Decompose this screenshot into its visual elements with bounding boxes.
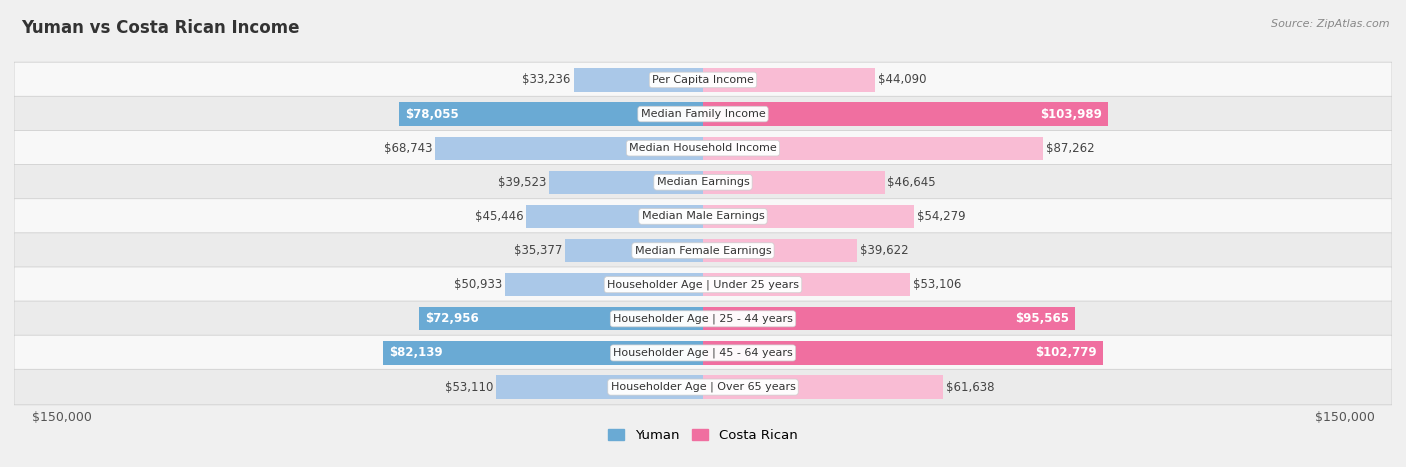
Text: Householder Age | Under 25 years: Householder Age | Under 25 years xyxy=(607,279,799,290)
Text: Median Male Earnings: Median Male Earnings xyxy=(641,212,765,221)
Text: $54,279: $54,279 xyxy=(917,210,966,223)
Text: $150,000: $150,000 xyxy=(1315,411,1375,424)
FancyBboxPatch shape xyxy=(14,369,1392,405)
Text: Source: ZipAtlas.com: Source: ZipAtlas.com xyxy=(1271,19,1389,28)
Text: $39,622: $39,622 xyxy=(860,244,908,257)
FancyBboxPatch shape xyxy=(14,164,1392,200)
Text: Householder Age | 45 - 64 years: Householder Age | 45 - 64 years xyxy=(613,348,793,358)
Text: $35,377: $35,377 xyxy=(515,244,562,257)
Text: $150,000: $150,000 xyxy=(31,411,91,424)
Bar xyxy=(703,68,875,92)
Text: $45,446: $45,446 xyxy=(475,210,523,223)
Text: Median Female Earnings: Median Female Earnings xyxy=(634,246,772,255)
Text: $50,933: $50,933 xyxy=(454,278,502,291)
Bar xyxy=(565,239,703,262)
Text: Median Earnings: Median Earnings xyxy=(657,177,749,187)
Text: $53,110: $53,110 xyxy=(444,381,494,394)
Text: Yuman vs Costa Rican Income: Yuman vs Costa Rican Income xyxy=(21,19,299,37)
Text: $53,106: $53,106 xyxy=(912,278,960,291)
Text: $95,565: $95,565 xyxy=(1015,312,1069,325)
Bar xyxy=(703,102,1108,126)
Bar xyxy=(496,375,703,399)
FancyBboxPatch shape xyxy=(14,335,1392,371)
Bar xyxy=(703,239,858,262)
Text: Per Capita Income: Per Capita Income xyxy=(652,75,754,85)
Bar xyxy=(399,102,703,126)
Bar xyxy=(419,307,703,331)
Bar xyxy=(384,341,703,365)
Bar xyxy=(526,205,703,228)
Legend: Yuman, Costa Rican: Yuman, Costa Rican xyxy=(603,424,803,447)
Text: $61,638: $61,638 xyxy=(946,381,994,394)
Text: $103,989: $103,989 xyxy=(1040,107,1102,120)
FancyBboxPatch shape xyxy=(14,198,1392,234)
Bar xyxy=(703,341,1104,365)
Bar xyxy=(505,273,703,296)
Bar xyxy=(574,68,703,92)
FancyBboxPatch shape xyxy=(14,301,1392,337)
Bar xyxy=(550,171,703,194)
FancyBboxPatch shape xyxy=(14,130,1392,166)
Text: $33,236: $33,236 xyxy=(523,73,571,86)
Text: $78,055: $78,055 xyxy=(405,107,458,120)
Bar xyxy=(703,171,884,194)
Text: Householder Age | 25 - 44 years: Householder Age | 25 - 44 years xyxy=(613,313,793,324)
Bar xyxy=(703,136,1043,160)
Bar xyxy=(703,205,914,228)
FancyBboxPatch shape xyxy=(14,62,1392,98)
Text: Median Household Income: Median Household Income xyxy=(628,143,778,153)
Bar xyxy=(703,375,943,399)
Bar xyxy=(703,273,910,296)
Text: Householder Age | Over 65 years: Householder Age | Over 65 years xyxy=(610,382,796,392)
Text: $39,523: $39,523 xyxy=(498,176,547,189)
FancyBboxPatch shape xyxy=(14,233,1392,269)
Text: $44,090: $44,090 xyxy=(877,73,927,86)
Text: $87,262: $87,262 xyxy=(1046,142,1094,155)
Text: $102,779: $102,779 xyxy=(1036,347,1097,360)
Text: $68,743: $68,743 xyxy=(384,142,433,155)
Text: $72,956: $72,956 xyxy=(425,312,478,325)
FancyBboxPatch shape xyxy=(14,96,1392,132)
Bar xyxy=(436,136,703,160)
FancyBboxPatch shape xyxy=(14,267,1392,303)
Text: $46,645: $46,645 xyxy=(887,176,936,189)
Text: $82,139: $82,139 xyxy=(389,347,443,360)
Bar xyxy=(703,307,1076,331)
Text: Median Family Income: Median Family Income xyxy=(641,109,765,119)
